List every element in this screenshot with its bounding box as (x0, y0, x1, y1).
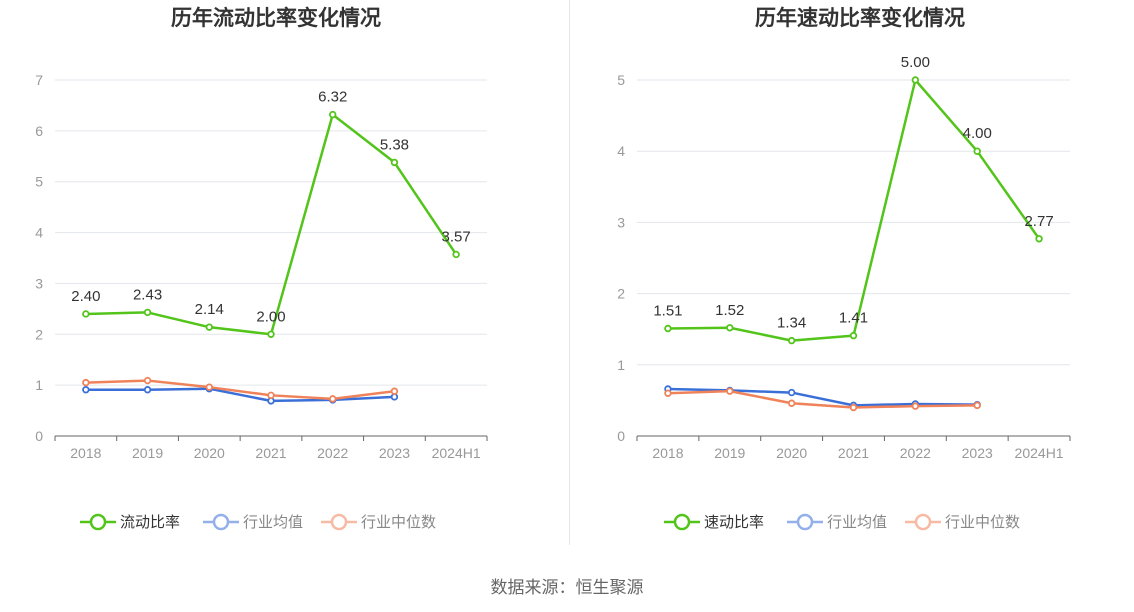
data-point (205, 323, 213, 331)
y-tick-label: 6 (35, 123, 43, 139)
x-tick-label: 2023 (962, 445, 993, 461)
data-label: 1.34 (777, 315, 806, 332)
data-point (143, 386, 152, 394)
data-point (911, 76, 920, 84)
x-tick-label: 2022 (900, 445, 931, 461)
legend-marker (212, 513, 230, 531)
y-tick-label: 1 (35, 377, 43, 393)
y-tick-label: 4 (617, 143, 625, 159)
data-point (143, 308, 152, 317)
x-tick-label: 2020 (194, 445, 225, 461)
panel-divider (569, 0, 570, 545)
x-tick-label: 2020 (776, 445, 807, 461)
legend-label: 速动比率 (704, 514, 764, 531)
data-source-footer: 数据来源：恒生聚源 (490, 578, 644, 597)
data-point (267, 330, 275, 338)
data-point (849, 403, 858, 412)
data-label: 2.43 (133, 286, 162, 303)
legend-marker (89, 513, 107, 531)
x-tick-label: 2024H1 (432, 445, 481, 461)
x-tick-label: 2021 (838, 445, 869, 461)
data-label: 2.14 (195, 301, 224, 318)
data-label: 5.00 (901, 54, 930, 71)
y-tick-label: 3 (35, 275, 43, 291)
data-label: 2.00 (256, 308, 285, 325)
data-label: 1.52 (715, 302, 744, 319)
y-tick-label: 3 (617, 214, 625, 230)
x-tick-label: 2024H1 (1015, 445, 1064, 461)
data-point (143, 376, 152, 385)
data-point (849, 331, 858, 340)
data-point (82, 378, 90, 387)
x-tick-label: 2019 (714, 445, 745, 461)
data-point (82, 310, 90, 318)
legend-label: 行业中位数 (361, 514, 436, 531)
legend-marker (914, 513, 932, 531)
series-line (85, 387, 395, 403)
x-tick-label: 2023 (379, 445, 410, 461)
x-tick-label: 2018 (70, 445, 101, 461)
data-point (452, 250, 460, 259)
data-label: 5.38 (380, 136, 409, 153)
y-tick-label: 1 (617, 357, 625, 373)
legend-label: 行业均值 (243, 514, 303, 531)
data-point (329, 110, 337, 119)
legend-marker (796, 513, 814, 531)
data-point (329, 395, 337, 403)
data-point (664, 324, 672, 333)
y-tick-label: 0 (617, 428, 625, 444)
current-ratio-chart-svg: 历年流动比率变化情况 0 1 2 3 4 5 6 7 2018 2019 2020 2021 2022 20… (35, 6, 488, 531)
y-tick-label: 5 (617, 72, 625, 88)
data-point (973, 147, 981, 155)
quick-ratio-chart-svg: 历年速动比率变化情况 0 1 2 3 4 5 2018 2019 2020 2021 2022 2023… (617, 6, 1071, 531)
legend-label: 行业均值 (827, 514, 887, 531)
series-line (667, 389, 978, 409)
series-line (667, 387, 978, 407)
data-point (82, 386, 90, 394)
y-tick-label: 2 (617, 286, 625, 302)
data-point (726, 324, 734, 332)
data-point (787, 388, 796, 397)
x-tick-label: 2019 (132, 445, 163, 461)
y-tick-label: 0 (35, 428, 43, 444)
data-point (911, 402, 920, 410)
y-tick-label: 2 (35, 326, 43, 342)
y-tick-label: 5 (35, 174, 43, 190)
data-point (390, 387, 399, 395)
y-tick-label: 7 (35, 72, 43, 88)
legend-marker (330, 513, 348, 531)
data-point (973, 401, 981, 410)
current-ratio-chart: 历年流动比率变化情况 0 1 2 3 4 5 6 7 2018 2019 2020 2021 2022 20… (0, 0, 568, 565)
data-label: 6.32 (318, 89, 347, 106)
data-point (726, 387, 734, 395)
series-line (85, 379, 395, 401)
x-tick-label: 2021 (255, 445, 286, 461)
data-point (205, 383, 213, 391)
x-tick-label: 2018 (652, 445, 683, 461)
data-label: 2.77 (1024, 213, 1053, 230)
y-tick-label: 4 (35, 225, 43, 241)
data-label: 3.57 (442, 228, 471, 245)
data-label: 4.00 (963, 125, 992, 142)
data-point (390, 158, 399, 167)
data-point (664, 389, 672, 397)
data-point (267, 391, 275, 400)
data-label: 2.40 (71, 288, 100, 305)
legend-label: 流动比率 (120, 514, 180, 531)
data-label: 1.41 (839, 310, 868, 327)
data-label: 1.51 (653, 302, 682, 319)
legend-label: 行业中位数 (945, 514, 1020, 531)
quick-ratio-chart: 历年速动比率变化情况 0 1 2 3 4 5 2018 2019 2020 2021 2022 2023… (570, 0, 1134, 565)
legend-marker (673, 513, 691, 531)
x-tick-label: 2022 (317, 445, 348, 461)
chart-title: 历年速动比率变化情况 (755, 6, 965, 30)
chart-title: 历年流动比率变化情况 (171, 6, 381, 30)
data-point (787, 336, 796, 345)
data-point (787, 399, 796, 407)
data-point (1035, 235, 1043, 243)
